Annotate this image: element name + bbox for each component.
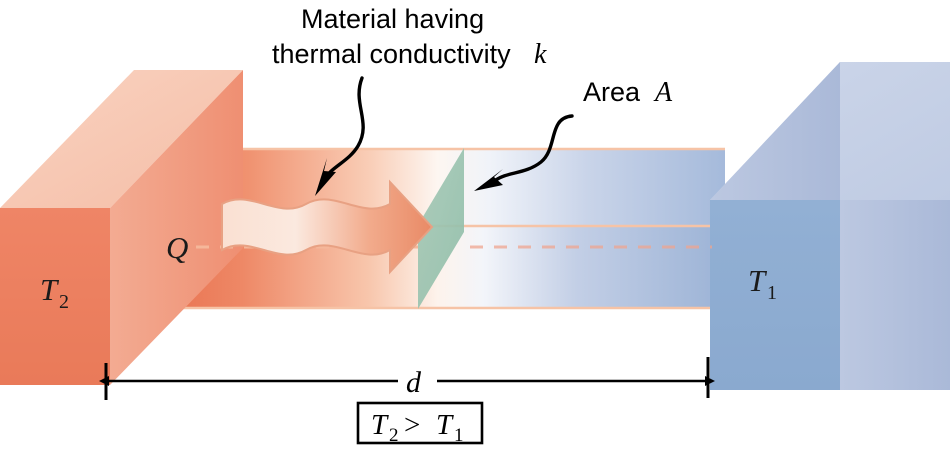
inequality-box: T 2 > T 1 [356, 401, 484, 446]
wavy-right-arrow-icon [221, 179, 434, 275]
curved-pointer-arrow-icon-material [321, 76, 365, 182]
inequality-right-subscript: 1 [454, 425, 464, 446]
heat-symbol-text: Q [166, 230, 188, 265]
cold-block-depth-face [840, 200, 950, 390]
distance-dimension: d [99, 357, 715, 400]
inequality-box-border [356, 401, 484, 445]
material-arrow-head [315, 158, 336, 196]
area-caption-word: Area [583, 77, 641, 107]
hot-temperature-label: T 2 [40, 272, 69, 313]
inequality-left-subscript: 2 [389, 425, 399, 446]
cold-block-front-face [710, 200, 840, 390]
hot-reservoir-block [0, 70, 243, 385]
inequality-right-symbol: T [436, 409, 454, 441]
slab-top-face [150, 148, 725, 225]
hot-block-side-face [110, 70, 243, 385]
curved-pointer-arrow-icon-area [494, 114, 574, 182]
inequality-operator: > [404, 409, 420, 441]
hot-block-top-face [0, 70, 243, 208]
area-arrow-head [474, 169, 503, 191]
hot-temperature-symbol: T [40, 272, 60, 307]
inequality-left-symbol: T [371, 409, 389, 441]
hot-temperature-subscript: 2 [59, 291, 69, 313]
hot-block-front-face [0, 208, 110, 385]
cold-reservoir-block [710, 62, 950, 390]
cold-temperature-symbol: T [748, 263, 768, 298]
material-caption-line2: thermal conductivity [272, 39, 511, 69]
distance-symbol-text: d [406, 366, 422, 399]
material-caption: Material having thermal conductivity k [272, 4, 547, 196]
area-a-parallelogram [418, 148, 464, 309]
area-caption: Area A [474, 77, 673, 191]
cold-temperature-subscript: 1 [767, 282, 777, 304]
area-caption-symbol: A [653, 77, 673, 108]
cross-section-area [418, 148, 464, 309]
heat-flow-arrow [221, 179, 434, 275]
cold-temperature-label: T 1 [748, 263, 777, 304]
material-caption-symbol: k [534, 39, 547, 70]
material-caption-line1: Material having [301, 4, 484, 34]
heat-symbol-label: Q [166, 230, 188, 265]
